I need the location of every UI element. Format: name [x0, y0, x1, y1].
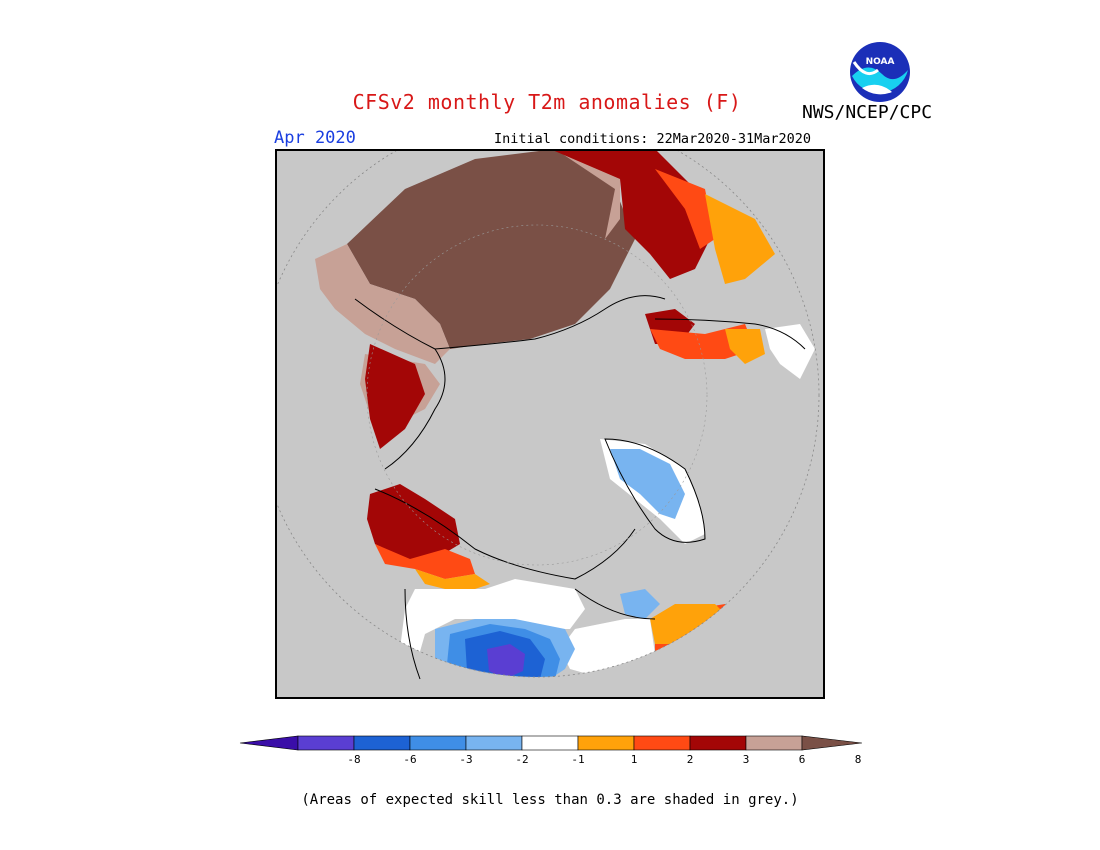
latitude-circle-inner	[366, 224, 708, 566]
anomaly-region-orange-alaska	[415, 569, 490, 589]
polar-map	[275, 149, 825, 699]
legend-tick-label: -6	[403, 753, 416, 766]
map-frame	[275, 149, 825, 699]
legend-swatch	[577, 735, 635, 751]
coastline-siberia	[434, 295, 666, 350]
legend-tick-label: -1	[571, 753, 584, 766]
noaa-logo: NOAA	[850, 42, 910, 102]
legend-tick-label: 3	[743, 753, 750, 766]
legend-tick-label: 8	[855, 753, 862, 766]
legend-swatch	[465, 735, 523, 751]
chart-title: CFSv2 monthly T2m anomalies (F)	[352, 90, 742, 114]
legend-swatch	[297, 735, 355, 751]
initial-conditions: Initial conditions: 22Mar2020-31Mar2020	[494, 131, 811, 147]
anomaly-region-darkred-west	[365, 344, 425, 449]
legend-tick-label: -3	[459, 753, 472, 766]
legend-tick-label: 6	[799, 753, 806, 766]
legend-swatch	[409, 735, 467, 751]
noaa-logo-text: NOAA	[866, 57, 895, 67]
anomaly-region-white-europe	[765, 324, 815, 379]
anomaly-region-orange-europe	[725, 329, 765, 364]
anomaly-region-purple-core	[487, 644, 525, 677]
legend-arrow-high	[801, 735, 862, 751]
coastline-west	[354, 298, 446, 470]
coastline-hudson	[574, 588, 656, 620]
anomaly-region-tan-west	[315, 244, 450, 364]
legend-swatch	[633, 735, 691, 751]
coastline-alaska-south	[404, 588, 421, 680]
agency-label: NWS/NCEP/CPC	[802, 102, 933, 123]
legend-tick-label: -2	[515, 753, 528, 766]
anomaly-region-lightblue-arctic	[620, 589, 660, 619]
legend-swatch	[745, 735, 803, 751]
legend-swatch	[521, 735, 579, 751]
anomaly-region-brown-siberia	[347, 149, 635, 349]
target-month: Apr 2020	[274, 128, 356, 148]
coastline-europe	[654, 318, 806, 350]
anomaly-field	[315, 149, 815, 677]
coastlines	[354, 295, 806, 680]
legend-swatch	[353, 735, 411, 751]
legend-tick-label: -8	[347, 753, 360, 766]
color-legend: -8 -6 -3 -2 -1 1 2 3 6 8	[239, 735, 862, 766]
latitude-circle-outer	[275, 149, 820, 678]
skill-note: (Areas of expected skill less than 0.3 a…	[301, 792, 799, 808]
legend-tick-label: 1	[631, 753, 638, 766]
coastline-arctic-canada	[374, 488, 636, 580]
legend-tick-label: 2	[687, 753, 694, 766]
anomaly-region-orange-atlantic	[650, 604, 730, 644]
legend-arrow-low	[239, 735, 299, 751]
anomaly-region-red-ne	[655, 169, 715, 249]
anomaly-region-orange-ne	[705, 194, 775, 284]
anomaly-region-lightblue-greenland	[610, 449, 685, 519]
coastline-greenland	[604, 438, 706, 543]
legend-swatch	[689, 735, 747, 751]
anomaly-region-red-alaska	[375, 544, 475, 579]
anomaly-region-white-canada	[400, 579, 585, 677]
anomaly-region-darkred-alaska	[367, 484, 460, 559]
